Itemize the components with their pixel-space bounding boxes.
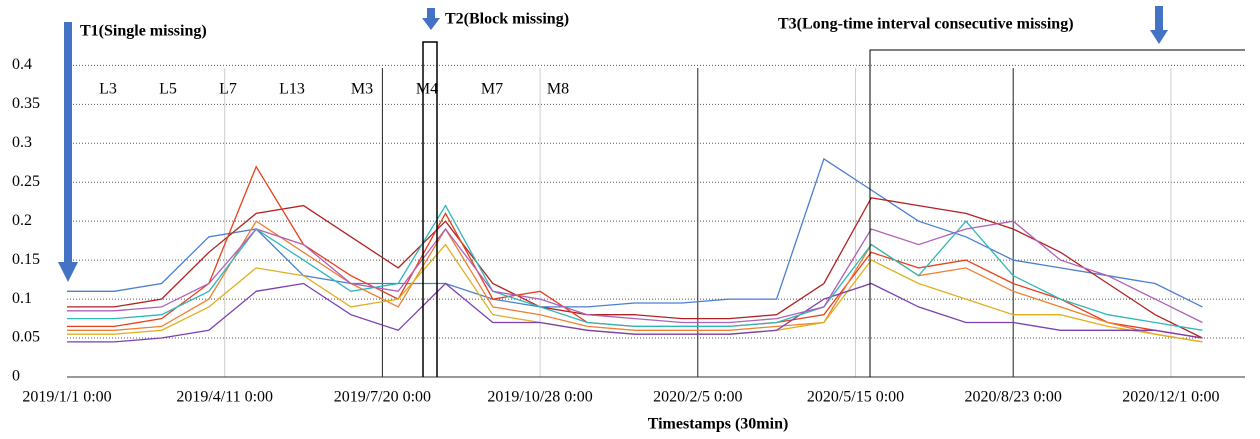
x-tick-label: 2020/2/5 0:00 xyxy=(653,389,742,406)
y-tick-label: 0.05 xyxy=(12,329,40,346)
legend-label: M4 xyxy=(416,81,438,98)
highlight-box xyxy=(422,41,438,377)
y-tick-label: 0 xyxy=(12,368,20,385)
x-tick-label: 2019/4/11 0:00 xyxy=(176,389,273,406)
x-tick-label: 2019/7/20 0:00 xyxy=(334,389,431,406)
y-tick-label: 0.2 xyxy=(12,212,32,229)
x-tick-label: 2020/8/23 0:00 xyxy=(965,389,1062,406)
legend-label: L7 xyxy=(219,81,237,98)
annotation: T1(Single missing) xyxy=(80,23,207,40)
series-line xyxy=(67,282,1203,343)
legend-label: M3 xyxy=(351,81,373,98)
x-axis-label: Timestamps (30min) xyxy=(648,416,789,433)
highlight-box xyxy=(869,49,1245,377)
series-line xyxy=(67,197,1203,339)
legend-label: L5 xyxy=(159,81,177,98)
x-tick-label: 2020/12/1 0:00 xyxy=(1122,389,1219,406)
y-tick-label: 0.35 xyxy=(12,95,40,112)
arrow xyxy=(1150,6,1168,44)
x-tick-label: 2019/10/28 0:00 xyxy=(487,389,592,406)
annotation: T2(Block missing) xyxy=(445,11,569,28)
legend-label: M8 xyxy=(547,81,569,98)
y-tick-label: 0.3 xyxy=(12,134,32,151)
y-tick-label: 0.1 xyxy=(12,290,32,307)
series-line xyxy=(67,220,1203,324)
legend-label: L3 xyxy=(99,81,117,98)
series-line xyxy=(67,243,1203,343)
arrow xyxy=(422,8,440,30)
series-line xyxy=(67,220,1203,343)
legend-label: L13 xyxy=(279,81,305,98)
y-tick-label: 0.15 xyxy=(12,251,40,268)
y-tick-label: 0.4 xyxy=(12,56,32,73)
y-tick-label: 0.25 xyxy=(12,173,40,190)
x-tick-label: 2019/1/1 0:00 xyxy=(22,389,111,406)
legend-label: M7 xyxy=(481,81,503,98)
series-line xyxy=(67,204,1203,331)
arrow xyxy=(58,22,78,282)
x-tick-label: 2020/5/15 0:00 xyxy=(807,389,904,406)
annotation: T3(Long-time interval consecutive missin… xyxy=(778,16,1074,33)
